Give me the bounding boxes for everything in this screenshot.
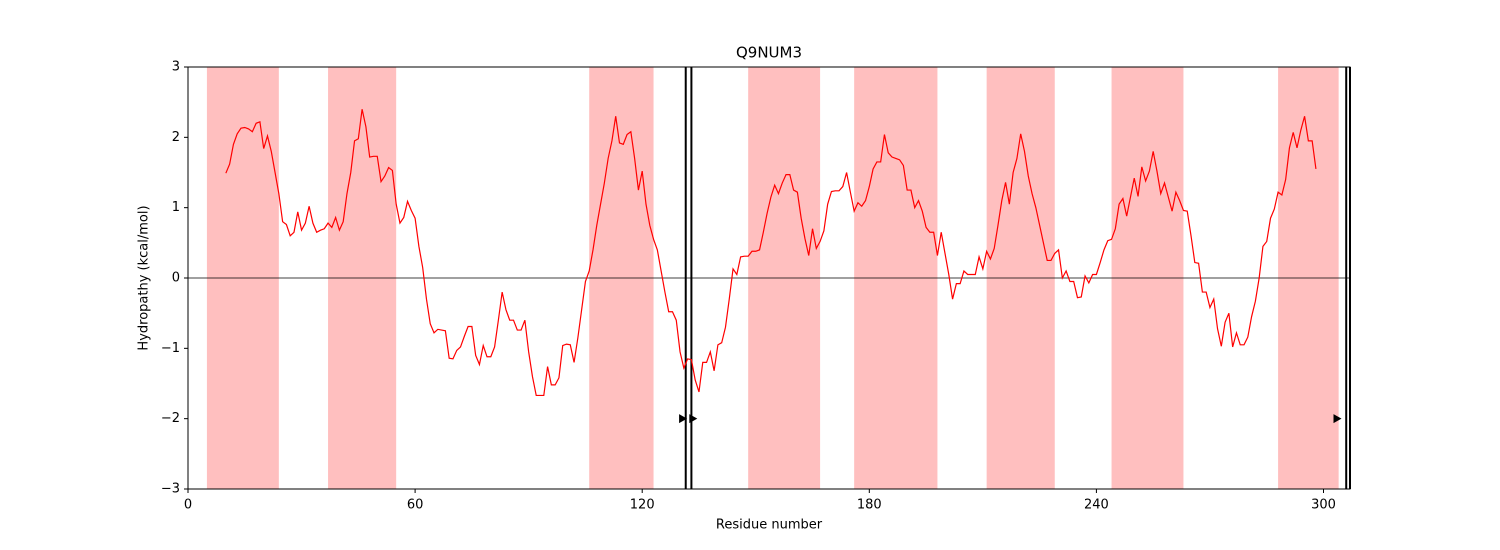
y-tick-label: −2 <box>161 411 180 426</box>
marker <box>1333 414 1342 424</box>
y-tick-label: 2 <box>172 130 180 145</box>
marker <box>679 414 688 424</box>
y-tick-label: −1 <box>161 341 180 356</box>
hydropathy-line <box>225 109 1317 397</box>
y-tick-label: −3 <box>161 482 180 497</box>
y-axis-label: Hydropathy (kcal/mol) <box>137 205 152 350</box>
x-tick-label: 0 <box>184 498 192 513</box>
x-tick-label: 120 <box>630 498 655 513</box>
marker <box>689 414 698 424</box>
x-axis-label: Residue number <box>716 518 823 533</box>
y-tick-label: 0 <box>172 271 180 286</box>
x-tick-label: 240 <box>1084 498 1109 513</box>
x-tick-label: 60 <box>407 498 424 513</box>
y-tick-label: 1 <box>172 200 180 215</box>
plot-area <box>188 67 1351 489</box>
y-tick-label: 3 <box>172 60 180 75</box>
x-tick-label: 300 <box>1311 498 1336 513</box>
chart-title: Q9NUM3 <box>736 44 802 62</box>
x-tick-label: 180 <box>857 498 882 513</box>
